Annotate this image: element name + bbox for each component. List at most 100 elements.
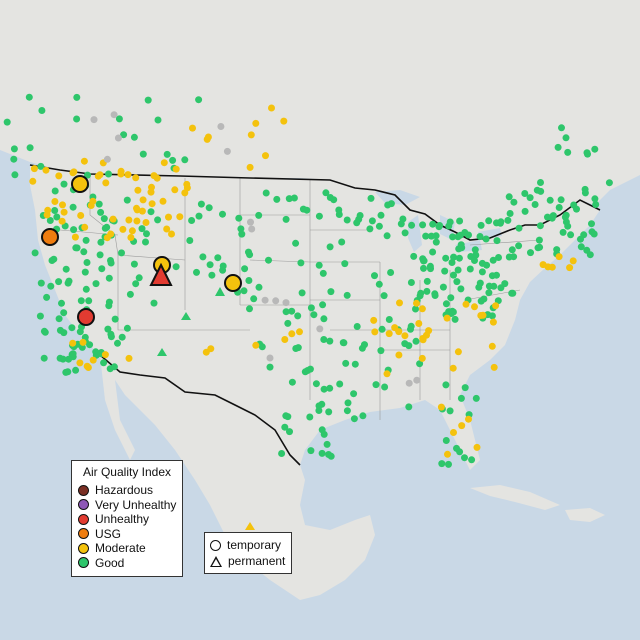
moderate-monitor-dot <box>207 345 215 353</box>
good-monitor-dot <box>68 324 76 332</box>
good-monitor-dot <box>429 248 437 256</box>
good-monitor-dot <box>445 222 453 230</box>
moderate-monitor-dot <box>148 200 156 208</box>
good-monitor-dot <box>564 148 572 156</box>
good-monitor-dot <box>605 179 613 187</box>
good-monitor-dot <box>449 233 457 241</box>
moderate-monitors <box>29 104 577 458</box>
moderate-monitor-dot <box>443 314 451 322</box>
moderate-monitor-dot <box>189 124 196 132</box>
good-monitor-dot <box>195 212 203 220</box>
legend-swatch <box>78 513 89 525</box>
good-monitor-dot <box>132 280 140 288</box>
good-monitor-dot <box>340 339 348 347</box>
good-monitor-dot <box>31 249 39 257</box>
good-monitor-dot <box>186 237 194 244</box>
good-monitor-dot <box>83 259 91 266</box>
good-monitor-dot <box>86 341 94 349</box>
good-monitor-dot <box>96 251 104 259</box>
no-data-monitor-dot <box>261 296 269 304</box>
good-monitor-dot <box>70 226 78 234</box>
good-monitor-dot <box>480 295 488 303</box>
good-monitor-dot <box>495 254 502 261</box>
good-monitor-dot <box>377 347 385 355</box>
good-monitor-dot <box>258 343 266 351</box>
good-monitor-dot <box>535 236 543 244</box>
good-monitor-dot <box>59 355 67 363</box>
good-monitor-dot <box>139 150 147 158</box>
good-monitor-dot <box>288 378 296 386</box>
good-monitor-dot <box>298 289 306 297</box>
good-monitor-dot <box>510 253 518 261</box>
good-monitor-dot <box>447 309 455 317</box>
good-monitor-dot <box>515 242 523 250</box>
good-monitor-dot <box>135 274 143 282</box>
good-monitor-dot <box>77 297 85 305</box>
good-monitor-dot <box>423 287 431 295</box>
moderate-monitor-dot <box>150 172 158 180</box>
good-monitor-dot <box>401 229 409 237</box>
good-monitor-dot <box>111 315 119 323</box>
good-monitor-dot <box>114 339 121 347</box>
good-monitor-dot <box>138 225 146 233</box>
monitor-moderate-temporary-1[interactable] <box>71 175 89 193</box>
good-monitor-dot <box>509 289 517 297</box>
good-monitor-dot <box>478 268 486 276</box>
good-monitor-dot <box>432 238 440 246</box>
good-monitor-dot <box>154 216 162 224</box>
good-monitor-dot <box>489 256 497 264</box>
good-monitor-dot <box>342 359 350 367</box>
good-monitor-dot <box>130 133 138 141</box>
good-monitor-dot <box>47 282 55 290</box>
moderate-monitor-dot <box>489 318 497 326</box>
monitor-unhealthy-permanent[interactable] <box>149 262 173 286</box>
no-data-monitor-dot <box>272 297 280 305</box>
legend-label: Hazardous <box>95 483 154 498</box>
moderate-monitor-dot <box>119 225 127 233</box>
good-monitor-dot <box>37 279 45 287</box>
good-monitor-dot <box>80 248 88 256</box>
good-monitor-dot <box>319 301 327 309</box>
moderate-monitor-dot <box>87 202 95 209</box>
moderate-monitor-dot <box>395 328 403 336</box>
good-monitor-dot <box>55 278 63 286</box>
good-monitor-dot <box>43 293 51 301</box>
good-monitor-dot <box>383 232 391 240</box>
monitor-usg-temporary[interactable] <box>41 228 59 246</box>
moderate-monitor-dot <box>383 370 391 378</box>
good-monitor-dot <box>315 212 323 220</box>
moderate-monitor-dot <box>423 331 430 339</box>
moderate-monitor-dot <box>160 159 168 167</box>
good-monitor-dot <box>591 195 599 203</box>
good-monitor-dot <box>95 200 103 208</box>
good-monitor-dot <box>387 269 395 276</box>
good-monitor-dot <box>410 252 418 260</box>
good-monitor-dot <box>378 325 386 333</box>
moderate-monitor-dot <box>165 213 172 221</box>
good-monitor-dot <box>235 214 243 222</box>
good-monitor-dot <box>105 170 112 178</box>
good-monitor-dot <box>590 230 598 238</box>
legend-label: Moderate <box>95 541 146 556</box>
moderate-monitor-dot <box>133 206 141 214</box>
good-monitor-dot <box>521 207 529 215</box>
good-monitor-dot <box>366 225 374 233</box>
good-monitor-dot <box>118 249 125 257</box>
good-monitor-dot <box>46 217 54 224</box>
monitor-moderate-temporary-3[interactable] <box>224 274 242 292</box>
no-data-monitor-dot <box>217 123 225 130</box>
good-monitor-dot <box>281 423 289 431</box>
good-monitor-dot <box>446 407 454 415</box>
good-permanent-marker <box>215 287 225 296</box>
good-monitor-dot <box>73 115 81 123</box>
moderate-monitor-dot <box>385 330 393 338</box>
good-monitor-dot <box>375 280 383 288</box>
moderate-monitor-dot <box>247 131 255 139</box>
good-monitor-dot <box>237 225 245 233</box>
monitor-unhealthy-temporary[interactable] <box>77 308 95 326</box>
good-monitor-dot <box>69 350 77 358</box>
good-monitor-dot <box>457 285 465 293</box>
good-monitor-dot <box>558 124 565 132</box>
good-monitor-dot <box>199 253 207 261</box>
good-monitor-dot <box>344 399 352 407</box>
